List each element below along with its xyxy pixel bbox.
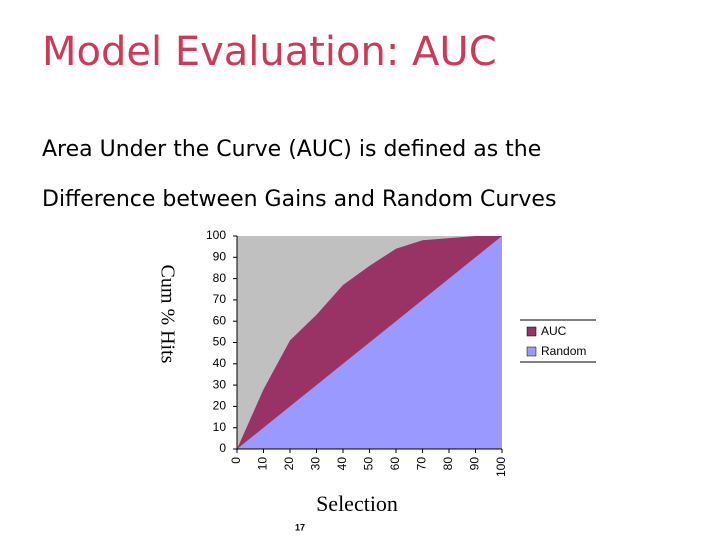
x-tick-label: 30	[309, 457, 323, 471]
y-tick-label: 20	[213, 399, 227, 413]
x-tick-label: 20	[282, 457, 296, 471]
x-tick-label: 100	[494, 457, 508, 477]
x-tick-label: 70	[415, 457, 429, 471]
x-tick-label: 10	[256, 457, 270, 471]
y-tick-label: 30	[213, 377, 227, 391]
x-tick-label: 90	[468, 457, 482, 471]
y-tick-label: 10	[213, 420, 227, 434]
y-tick-label: 60	[213, 313, 227, 327]
body-line: Area Under the Curve (AUC) is defined as…	[42, 137, 541, 162]
slide-title: Model Evaluation: AUC	[42, 29, 497, 75]
y-tick-label: 40	[213, 356, 227, 370]
y-tick-label: 50	[213, 335, 227, 349]
legend-label: Random	[541, 344, 586, 358]
legend-label: AUC	[541, 324, 567, 338]
y-tick-label: 80	[213, 271, 227, 285]
y-tick-label: 0	[219, 441, 226, 455]
area	[237, 236, 502, 449]
body-line: Difference between Gains and Random Curv…	[42, 187, 556, 212]
x-tick-label: 40	[335, 457, 349, 471]
x-axis-label: Selection	[316, 491, 398, 516]
x-tick-label: 50	[362, 457, 376, 471]
legend-swatch	[526, 346, 537, 357]
x-tick-label: 0	[229, 457, 243, 464]
legend-swatch	[526, 326, 537, 337]
x-tick-label: 60	[388, 457, 402, 471]
page-number: 17	[295, 522, 305, 532]
y-axis-label: Cum % Hits	[156, 265, 178, 364]
x-tick-label: 80	[441, 457, 455, 471]
y-tick-label: 100	[206, 228, 226, 242]
y-tick-label: 70	[213, 292, 227, 306]
y-tick-label: 90	[213, 249, 227, 263]
